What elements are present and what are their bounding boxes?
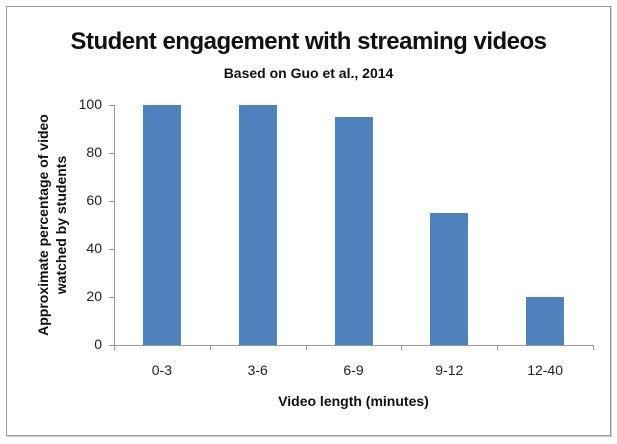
x-tick — [114, 345, 115, 350]
x-tick — [593, 345, 594, 350]
x-tick-label: 3-6 — [247, 362, 268, 378]
y-tick-label: 40 — [86, 240, 102, 256]
chart-subtitle: Based on Guo et al., 2014 — [223, 65, 394, 81]
x-tick-label: 12-40 — [527, 362, 563, 378]
bar-12-40 — [526, 297, 565, 345]
chart-title: Student engagement with streaming videos — [70, 28, 547, 55]
y-tick — [109, 153, 114, 154]
y-tick-label: 0 — [94, 336, 102, 352]
y-axis-title-line-2: watched by students — [53, 155, 69, 295]
y-axis-title: Approximate percentage of video watched … — [34, 75, 70, 375]
x-tick — [305, 345, 307, 350]
x-axis — [114, 345, 593, 346]
y-tick-label: 20 — [86, 288, 102, 304]
bar-3-6 — [238, 105, 277, 345]
y-tick-label: 80 — [86, 144, 102, 160]
chart-frame — [6, 6, 611, 436]
y-tick — [109, 201, 114, 202]
x-tick — [401, 345, 403, 350]
x-tick-label: 9-12 — [435, 362, 464, 378]
bar-6-9 — [334, 117, 373, 345]
y-tick-label: 60 — [86, 192, 102, 208]
x-tick — [209, 345, 211, 350]
x-axis-title: Video length (minutes) — [278, 393, 429, 409]
y-tick — [109, 105, 114, 106]
y-tick — [109, 249, 114, 250]
x-tick — [497, 345, 499, 350]
bar-0-3 — [142, 105, 181, 345]
x-tick-label: 0-3 — [151, 362, 172, 378]
y-tick — [109, 297, 114, 298]
y-axis — [114, 105, 115, 345]
bar-9-12 — [430, 213, 469, 345]
y-tick-label: 100 — [78, 96, 102, 112]
y-tick — [109, 345, 114, 346]
x-tick-label: 6-9 — [343, 362, 364, 378]
y-axis-title-line-1: Approximate percentage of video — [35, 114, 51, 336]
